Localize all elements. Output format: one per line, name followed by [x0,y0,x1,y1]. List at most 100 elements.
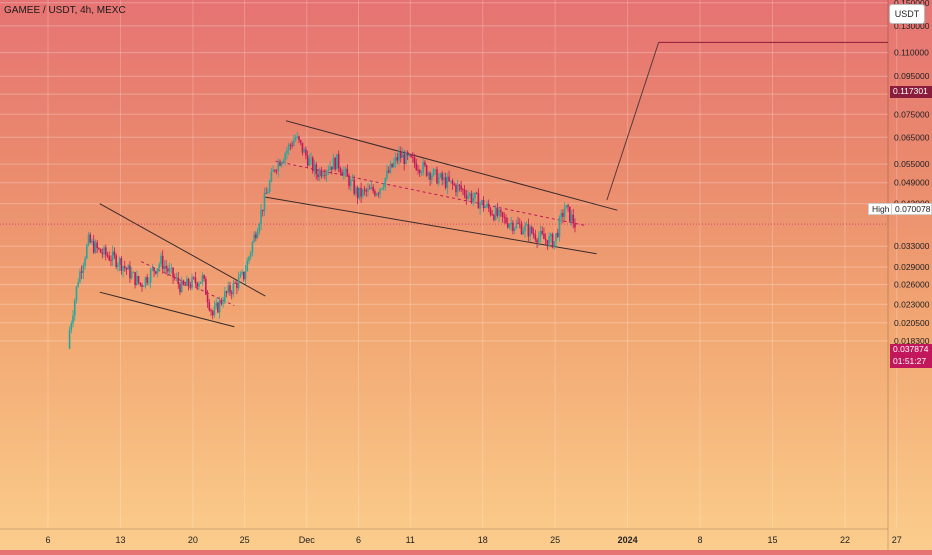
candle [462,188,464,196]
candle [349,176,352,192]
candle [517,216,519,225]
candle-body [251,242,254,253]
candle-body [141,284,143,287]
candle [327,165,330,175]
candle-body [382,186,385,189]
candle [337,150,340,172]
candle [104,244,107,261]
candle [536,238,538,249]
candle [284,151,286,166]
candle-body [86,245,88,259]
candle-body [422,162,424,173]
candle-body [446,176,449,188]
candle-body [113,251,116,256]
candle [299,139,302,146]
candle [451,178,454,190]
candle [468,191,471,199]
candle-body [161,255,164,270]
candle [315,161,318,180]
candle-body [518,223,521,225]
price-tick-label: 0.033000 [894,241,930,251]
drawings [0,41,888,328]
candle-body [256,231,259,239]
candle [222,296,224,308]
candle-body [68,330,71,349]
candle-body [277,161,280,172]
candle [149,267,152,289]
candle [389,160,392,175]
candle-body [275,170,278,172]
candle-body [153,268,155,272]
candle [341,169,343,176]
candle-body [249,252,252,257]
candle [192,276,195,280]
candle [180,276,183,294]
time-tick-label: 15 [767,535,777,545]
candle [182,279,185,286]
candle [472,192,475,207]
candle-body [362,189,364,197]
candle-body [320,169,323,177]
candle [123,260,126,272]
candle-body [325,170,328,176]
candle-body [120,258,123,271]
candle-body [341,172,343,176]
candle [139,282,142,288]
candle [153,267,155,278]
candle [482,196,485,212]
candle [305,146,307,160]
currency-button[interactable]: USDT [889,4,925,24]
candle-body [194,277,197,283]
candle-body [229,285,231,293]
candle [481,199,483,205]
candle-body [494,207,497,220]
candle-body [543,233,545,239]
candle [439,172,442,179]
candle-body [408,154,411,156]
candle-body [215,302,217,307]
candle-body [448,176,450,182]
candle [424,159,426,168]
candle-body [431,175,433,180]
candle-body [77,282,79,287]
candle [106,251,109,258]
candle [524,222,526,238]
candle-body [72,315,74,324]
candle [189,281,192,290]
candle-body [175,277,178,279]
candle-body [270,171,273,182]
candle [551,232,554,249]
candle-body [339,168,342,173]
candle-body [286,150,288,154]
candle-body [553,241,556,248]
candle-body [525,224,528,226]
candle [491,210,493,217]
candle-body [136,276,138,285]
candle-body [529,226,531,237]
candle-body [92,240,95,253]
candle-body [192,277,195,279]
candle [503,212,506,224]
candle [569,206,571,223]
candle-body [563,208,566,217]
candle-body [239,274,242,278]
candle-body [410,154,412,158]
candle-body [261,209,264,212]
candle [489,206,492,217]
candle [208,298,211,312]
time-tick-label: 11 [406,535,415,545]
candle-body [501,212,504,217]
candle-body [234,283,236,284]
candle [272,165,274,172]
candle-body [372,187,374,192]
candle [434,168,437,175]
high-value-badge: 0.070078 [891,203,932,215]
candle-body [439,173,442,178]
price-tick-label: 0.075000 [894,109,930,119]
candle-body [122,266,124,271]
candle [103,245,105,258]
candle [384,177,387,191]
time-tick-label: 2024 [618,535,638,545]
